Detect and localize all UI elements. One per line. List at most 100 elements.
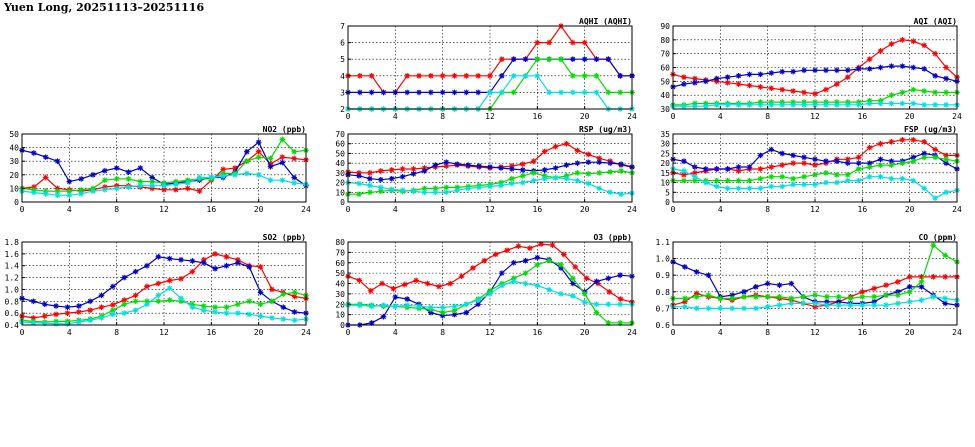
data-point (137, 178, 144, 185)
data-point (779, 162, 786, 168)
data-point (475, 73, 481, 79)
data-point (223, 310, 230, 316)
data-point (693, 269, 700, 275)
data-point (855, 66, 862, 72)
data-point (368, 303, 375, 310)
data-point (713, 102, 720, 108)
data-point (212, 309, 218, 315)
data-point (918, 297, 925, 303)
data-point (498, 182, 504, 189)
data-point (910, 154, 917, 161)
data-point (510, 89, 517, 96)
data-point (812, 162, 818, 168)
data-point (121, 310, 128, 316)
data-point (943, 102, 949, 108)
data-point (812, 90, 818, 97)
data-point (764, 280, 771, 287)
data-point (618, 161, 624, 167)
data-point (42, 191, 49, 197)
data-point (581, 39, 588, 46)
data-point (410, 171, 417, 177)
data-point (447, 280, 454, 287)
data-point (834, 102, 840, 108)
y-tick-label: 0 (340, 321, 345, 330)
x-tick-label: 4 (393, 205, 398, 214)
y-tick-label: 70 (660, 50, 670, 59)
data-point (30, 298, 37, 305)
data-point (291, 155, 297, 162)
data-point (593, 73, 600, 79)
chart-title: SO2 (ppb) (263, 233, 306, 242)
data-point (510, 275, 517, 282)
data-point (921, 138, 928, 145)
data-point (943, 156, 949, 163)
data-point (705, 305, 712, 312)
data-point (380, 89, 387, 96)
data-point (779, 102, 786, 108)
x-tick-label: 24 (952, 205, 962, 214)
y-tick-label: 0 (340, 198, 345, 207)
y-tick-label: 10 (335, 188, 345, 197)
data-point (605, 275, 612, 282)
data-point (899, 160, 906, 166)
data-point (392, 303, 399, 310)
data-point (41, 301, 48, 308)
x-tick-label: 0 (346, 328, 351, 337)
data-point (499, 270, 505, 276)
data-point (692, 164, 698, 170)
data-point (235, 256, 241, 263)
data-point (812, 300, 818, 307)
data-point (356, 172, 362, 179)
data-point (788, 295, 795, 302)
x-tick-label: 24 (952, 112, 962, 121)
data-point (757, 152, 764, 159)
x-tick-label: 8 (440, 328, 445, 337)
data-point (942, 295, 948, 302)
data-point (692, 173, 698, 180)
data-point (428, 89, 434, 96)
x-tick-label: 24 (952, 328, 962, 337)
data-point (558, 56, 564, 62)
data-point (510, 56, 517, 62)
data-point (871, 302, 877, 308)
data-point (53, 303, 59, 309)
data-point (402, 281, 408, 288)
data-point (847, 302, 854, 308)
data-point (563, 140, 570, 147)
data-point (746, 185, 753, 192)
data-point (522, 257, 529, 264)
data-point (779, 68, 786, 75)
data-point (757, 185, 764, 192)
data-point (519, 161, 526, 167)
data-point (244, 170, 250, 177)
y-tick-label: 40 (9, 144, 19, 153)
data-point (713, 75, 720, 82)
x-tick-label: 0 (20, 328, 25, 337)
data-point (196, 188, 203, 194)
data-point (932, 73, 938, 79)
data-point (487, 183, 493, 190)
series-blue (345, 159, 635, 183)
data-point (487, 89, 493, 96)
data-point (232, 172, 238, 178)
data-point (681, 81, 687, 87)
data-point (451, 311, 458, 318)
data-point (735, 73, 742, 79)
data-point (910, 137, 917, 143)
data-point (246, 298, 252, 305)
data-point (388, 175, 395, 182)
data-point (895, 279, 901, 285)
x-tick-label: 4 (718, 328, 723, 337)
data-point (757, 71, 764, 78)
data-point (866, 100, 873, 107)
x-tick-label: 16 (207, 328, 217, 337)
data-point (232, 165, 238, 171)
data-point (844, 177, 851, 184)
data-point (605, 320, 612, 326)
data-point (918, 284, 925, 290)
data-point (824, 298, 830, 305)
data-point (753, 305, 759, 312)
data-point (776, 293, 783, 300)
data-point (356, 170, 362, 176)
